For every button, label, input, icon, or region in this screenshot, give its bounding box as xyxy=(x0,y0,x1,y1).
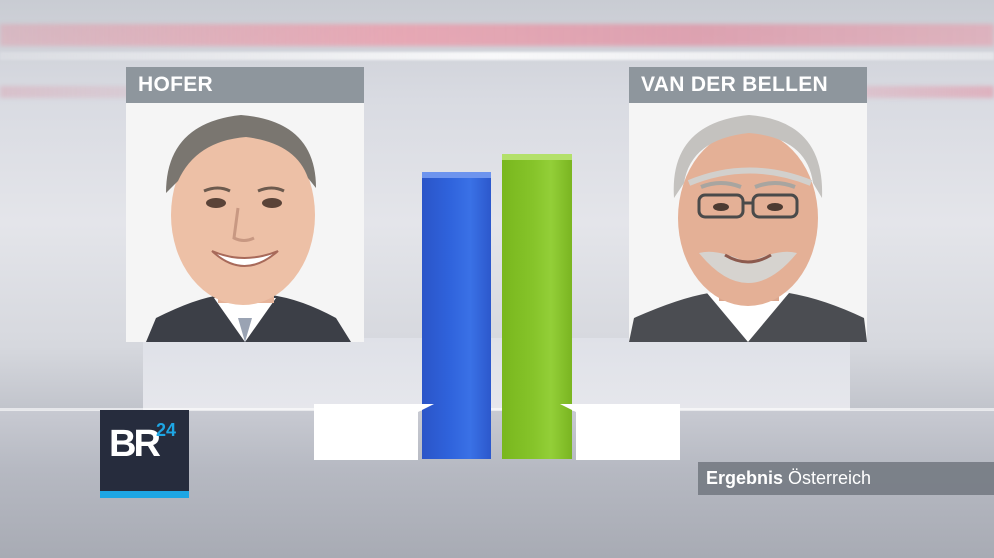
background-light-streak xyxy=(0,24,994,46)
bar-cap xyxy=(422,172,491,178)
vote-bar-hofer xyxy=(422,172,491,459)
pedestal-notch xyxy=(560,404,576,412)
candidate-photo-hofer xyxy=(126,103,364,342)
candidate-name: HOFER xyxy=(126,67,364,103)
result-pedestal-right xyxy=(576,404,680,460)
br24-logo: BR 24 xyxy=(100,410,189,498)
pedestal-notch xyxy=(418,404,434,412)
candidate-card-hofer: HOFER xyxy=(126,67,364,342)
candidate-photo-van-der-bellen xyxy=(629,103,867,342)
result-region: Österreich xyxy=(788,468,872,488)
background-light-streak xyxy=(0,52,994,60)
candidate-card-van-der-bellen: VAN DER BELLEN xyxy=(629,67,867,342)
stage-floor-edge xyxy=(0,408,994,411)
vote-bar-van-der-bellen xyxy=(502,154,572,459)
logo-number: 24 xyxy=(156,420,177,440)
result-caption: Ergebnis Österreich xyxy=(698,462,994,495)
candidate-name: VAN DER BELLEN xyxy=(629,67,867,103)
result-label: Ergebnis xyxy=(706,468,784,488)
bar-cap xyxy=(502,154,572,160)
logo-letters: BR xyxy=(109,423,161,465)
logo-accent-stripe xyxy=(100,491,189,498)
result-pedestal-left xyxy=(314,404,418,460)
stage-backwall xyxy=(143,338,850,410)
